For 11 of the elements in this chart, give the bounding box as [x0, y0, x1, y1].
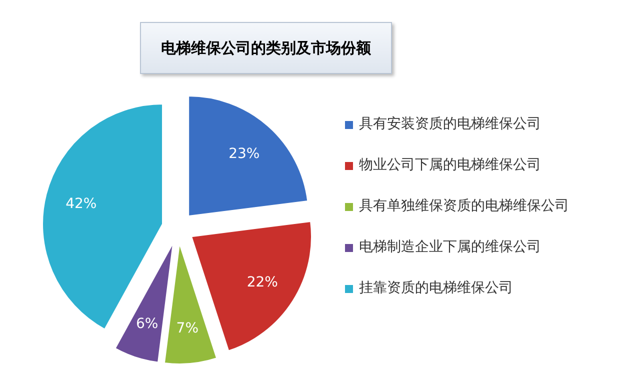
legend-label: 具有安装资质的电梯维保公司: [359, 115, 541, 134]
legend-label: 具有单独维保资质的电梯维保公司: [359, 197, 569, 216]
data-label: 23%: [228, 146, 260, 162]
legend-label: 挂靠资质的电梯维保公司: [359, 279, 513, 298]
legend-label: 物业公司下属的电梯维保公司: [359, 156, 541, 175]
data-label: 7%: [176, 320, 199, 337]
data-label: 42%: [66, 196, 97, 212]
chart-title: 电梯维保公司的类别及市场份额: [140, 22, 392, 74]
data-label: 22%: [246, 274, 278, 291]
legend-label: 电梯制造企业下属的维保公司: [359, 238, 541, 257]
data-label: 6%: [136, 316, 158, 332]
